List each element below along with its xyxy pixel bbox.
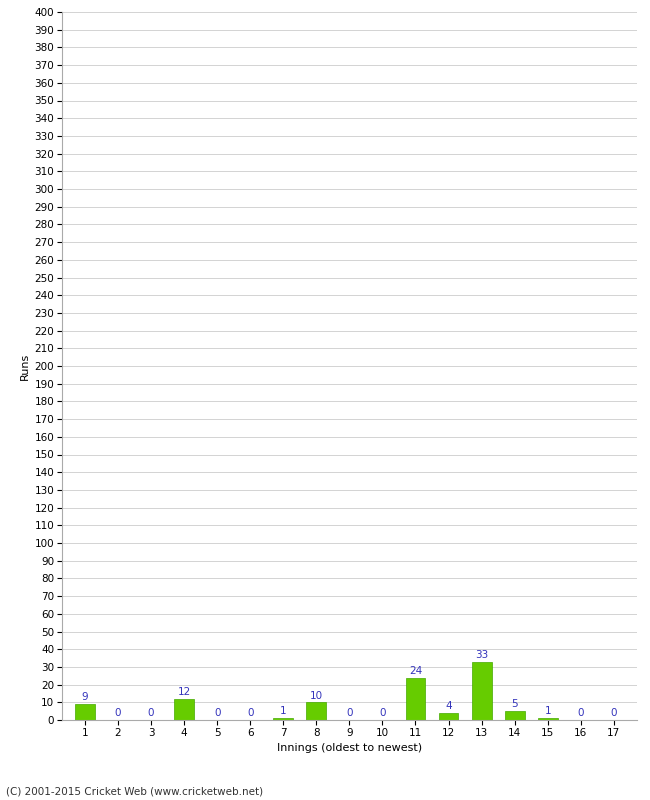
Text: 0: 0: [610, 708, 617, 718]
Text: 0: 0: [346, 708, 353, 718]
Text: (C) 2001-2015 Cricket Web (www.cricketweb.net): (C) 2001-2015 Cricket Web (www.cricketwe…: [6, 786, 264, 796]
Text: 0: 0: [214, 708, 220, 718]
Text: 0: 0: [379, 708, 385, 718]
Bar: [505, 711, 525, 720]
Text: 9: 9: [82, 692, 88, 702]
Bar: [75, 704, 95, 720]
Text: 5: 5: [512, 699, 518, 710]
Text: 33: 33: [475, 650, 488, 660]
Bar: [306, 702, 326, 720]
Text: 0: 0: [247, 708, 254, 718]
Bar: [439, 713, 458, 720]
Text: 1: 1: [280, 706, 287, 717]
Text: 0: 0: [148, 708, 154, 718]
Text: 24: 24: [409, 666, 422, 676]
Text: 0: 0: [114, 708, 121, 718]
Bar: [472, 662, 491, 720]
Y-axis label: Runs: Runs: [20, 352, 30, 380]
Text: 4: 4: [445, 701, 452, 711]
Bar: [538, 718, 558, 720]
Text: 10: 10: [310, 690, 323, 701]
Bar: [406, 678, 425, 720]
Bar: [274, 718, 293, 720]
Text: 12: 12: [177, 687, 190, 697]
Bar: [174, 698, 194, 720]
Text: 0: 0: [578, 708, 584, 718]
X-axis label: Innings (oldest to newest): Innings (oldest to newest): [277, 743, 422, 753]
Text: 1: 1: [545, 706, 551, 717]
